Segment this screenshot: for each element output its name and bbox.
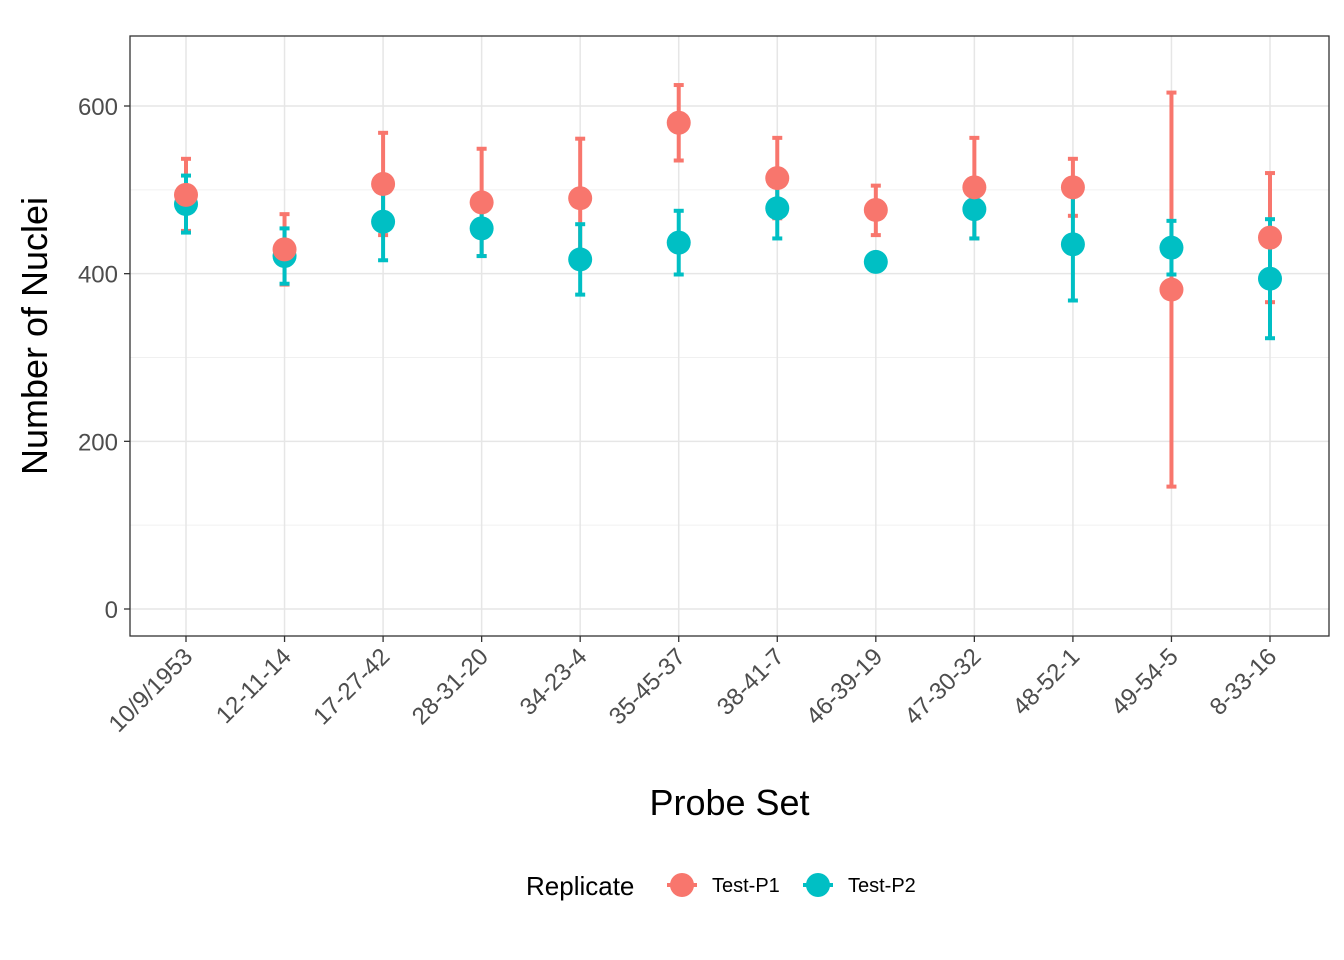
legend: Replicate Test-P1 Test-P2 xyxy=(526,871,916,901)
point-test-p1 xyxy=(272,237,297,262)
point-test-p1 xyxy=(1159,277,1184,302)
point-test-p2 xyxy=(666,230,691,255)
legend-key-test-p1 xyxy=(667,873,697,897)
point-test-p2 xyxy=(1258,266,1282,291)
y-tick-label: 600 xyxy=(78,94,118,121)
point-test-p1 xyxy=(1258,225,1282,250)
point-test-p1 xyxy=(371,171,396,196)
point-test-p2 xyxy=(1060,232,1085,257)
point-test-p2 xyxy=(469,216,494,241)
legend-title: Replicate xyxy=(526,871,634,901)
point-test-p1 xyxy=(666,110,691,135)
point-test-p2 xyxy=(962,197,987,222)
point-test-p1 xyxy=(174,182,198,207)
plot-panel-border xyxy=(129,35,1330,637)
point-test-p1 xyxy=(568,186,593,211)
y-tick-label: 0 xyxy=(105,597,118,624)
point-test-p1 xyxy=(962,175,987,200)
point-test-p1 xyxy=(1060,175,1085,200)
point-test-p2 xyxy=(765,196,790,221)
point-test-p2 xyxy=(568,247,593,272)
point-test-p1 xyxy=(863,197,888,222)
y-axis-ticks: 0 200 400 600 xyxy=(78,94,130,624)
point-test-p2 xyxy=(863,249,888,274)
y-tick-label: 400 xyxy=(78,262,118,289)
data-points xyxy=(174,110,1282,302)
legend-label-test-p1: Test-P1 xyxy=(712,875,780,897)
y-tick-label: 200 xyxy=(78,429,118,456)
point-test-p2 xyxy=(371,209,396,234)
y-axis-title: Number of Nuclei xyxy=(14,197,55,475)
grid xyxy=(130,36,1329,636)
legend-key-test-p2 xyxy=(803,873,833,897)
x-axis-title: Probe Set xyxy=(649,782,809,823)
point-test-p1 xyxy=(469,190,494,215)
legend-label-test-p2: Test-P2 xyxy=(848,875,916,897)
point-test-p1 xyxy=(765,166,790,191)
point-test-p2 xyxy=(1159,235,1184,260)
